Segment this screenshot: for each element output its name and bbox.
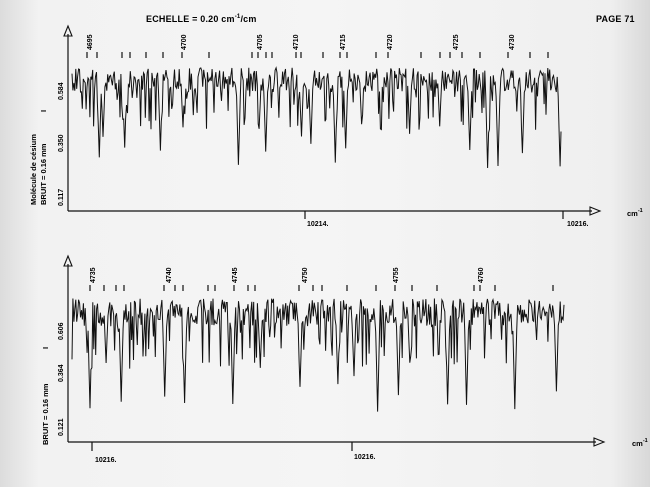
line-number-label: 4750 xyxy=(302,267,309,283)
top-y-tick-label: 0.584 xyxy=(58,82,65,100)
top-line-markers xyxy=(86,52,549,58)
top-x-axis-label-1: 10214. xyxy=(307,221,328,228)
bottom-spectrum-trace xyxy=(71,297,565,412)
bottom-y-tick-label: 0.121 xyxy=(58,418,65,436)
top-x-unit: cm-1 xyxy=(627,208,643,218)
bottom-x-axis-arrow xyxy=(593,437,606,447)
top-molecule-label: Molécule de césium xyxy=(29,134,38,205)
top-y-tick-label: 0.350 xyxy=(58,134,65,152)
bottom-line-number-labels: 4735 4740 4745 4750 4755 4760 xyxy=(90,267,485,283)
line-number-label: 4720 xyxy=(387,34,394,50)
line-number-label: 4710 xyxy=(293,34,300,50)
bottom-line-markers xyxy=(89,285,554,291)
line-number-label: 4755 xyxy=(393,267,400,283)
top-y-axis-arrow xyxy=(63,24,73,37)
top-x-axis-arrow xyxy=(589,206,602,216)
top-noise-label: BRUIT = 0.16 mm xyxy=(39,143,48,205)
line-number-label: 4725 xyxy=(453,34,460,50)
top-x-axis-label-2: 10216. xyxy=(567,221,588,228)
bottom-y-tick-label: 0.364 xyxy=(58,364,65,382)
top-panel: 10214. 10216. cm-1 Molécule de césium BR… xyxy=(29,24,643,228)
line-number-label: 4745 xyxy=(232,267,239,283)
line-number-label: 4735 xyxy=(90,267,97,283)
bottom-intensity-symbol: I xyxy=(41,347,50,349)
line-number-label: 4715 xyxy=(340,34,347,50)
bottom-panel: 10216. 10216. cm-1 BRUIT = 0.16 mm I 0.1… xyxy=(41,254,648,464)
top-intensity-symbol: I xyxy=(39,110,48,112)
top-line-number-labels: 4695 4700 4705 4710 4715 4720 4725 4730 xyxy=(87,34,516,50)
scale-label: ECHELLE = 0.20 cm-1/cm xyxy=(146,14,257,24)
bottom-noise-label: BRUIT = 0.16 mm xyxy=(41,383,50,445)
line-number-label: 4740 xyxy=(166,267,173,283)
top-y-tick-label: 0.117 xyxy=(58,189,65,206)
line-number-label: 4695 xyxy=(87,34,94,50)
line-number-label: 4705 xyxy=(257,34,264,50)
bottom-x-axis-label-2: 10216. xyxy=(354,454,375,461)
bottom-x-unit: cm-1 xyxy=(632,438,648,448)
line-number-label: 4700 xyxy=(181,34,188,50)
line-number-label: 4730 xyxy=(509,34,516,50)
page-number: PAGE 71 xyxy=(596,14,635,24)
spectrum-line xyxy=(71,66,562,169)
bottom-x-axis-label-1: 10216. xyxy=(95,457,116,464)
top-spectrum-trace xyxy=(71,66,562,169)
bottom-y-tick-label: 0.606 xyxy=(58,322,65,340)
line-number-label: 4760 xyxy=(478,267,485,283)
bottom-y-axis-arrow xyxy=(63,254,73,267)
spectrum-line xyxy=(71,297,565,412)
